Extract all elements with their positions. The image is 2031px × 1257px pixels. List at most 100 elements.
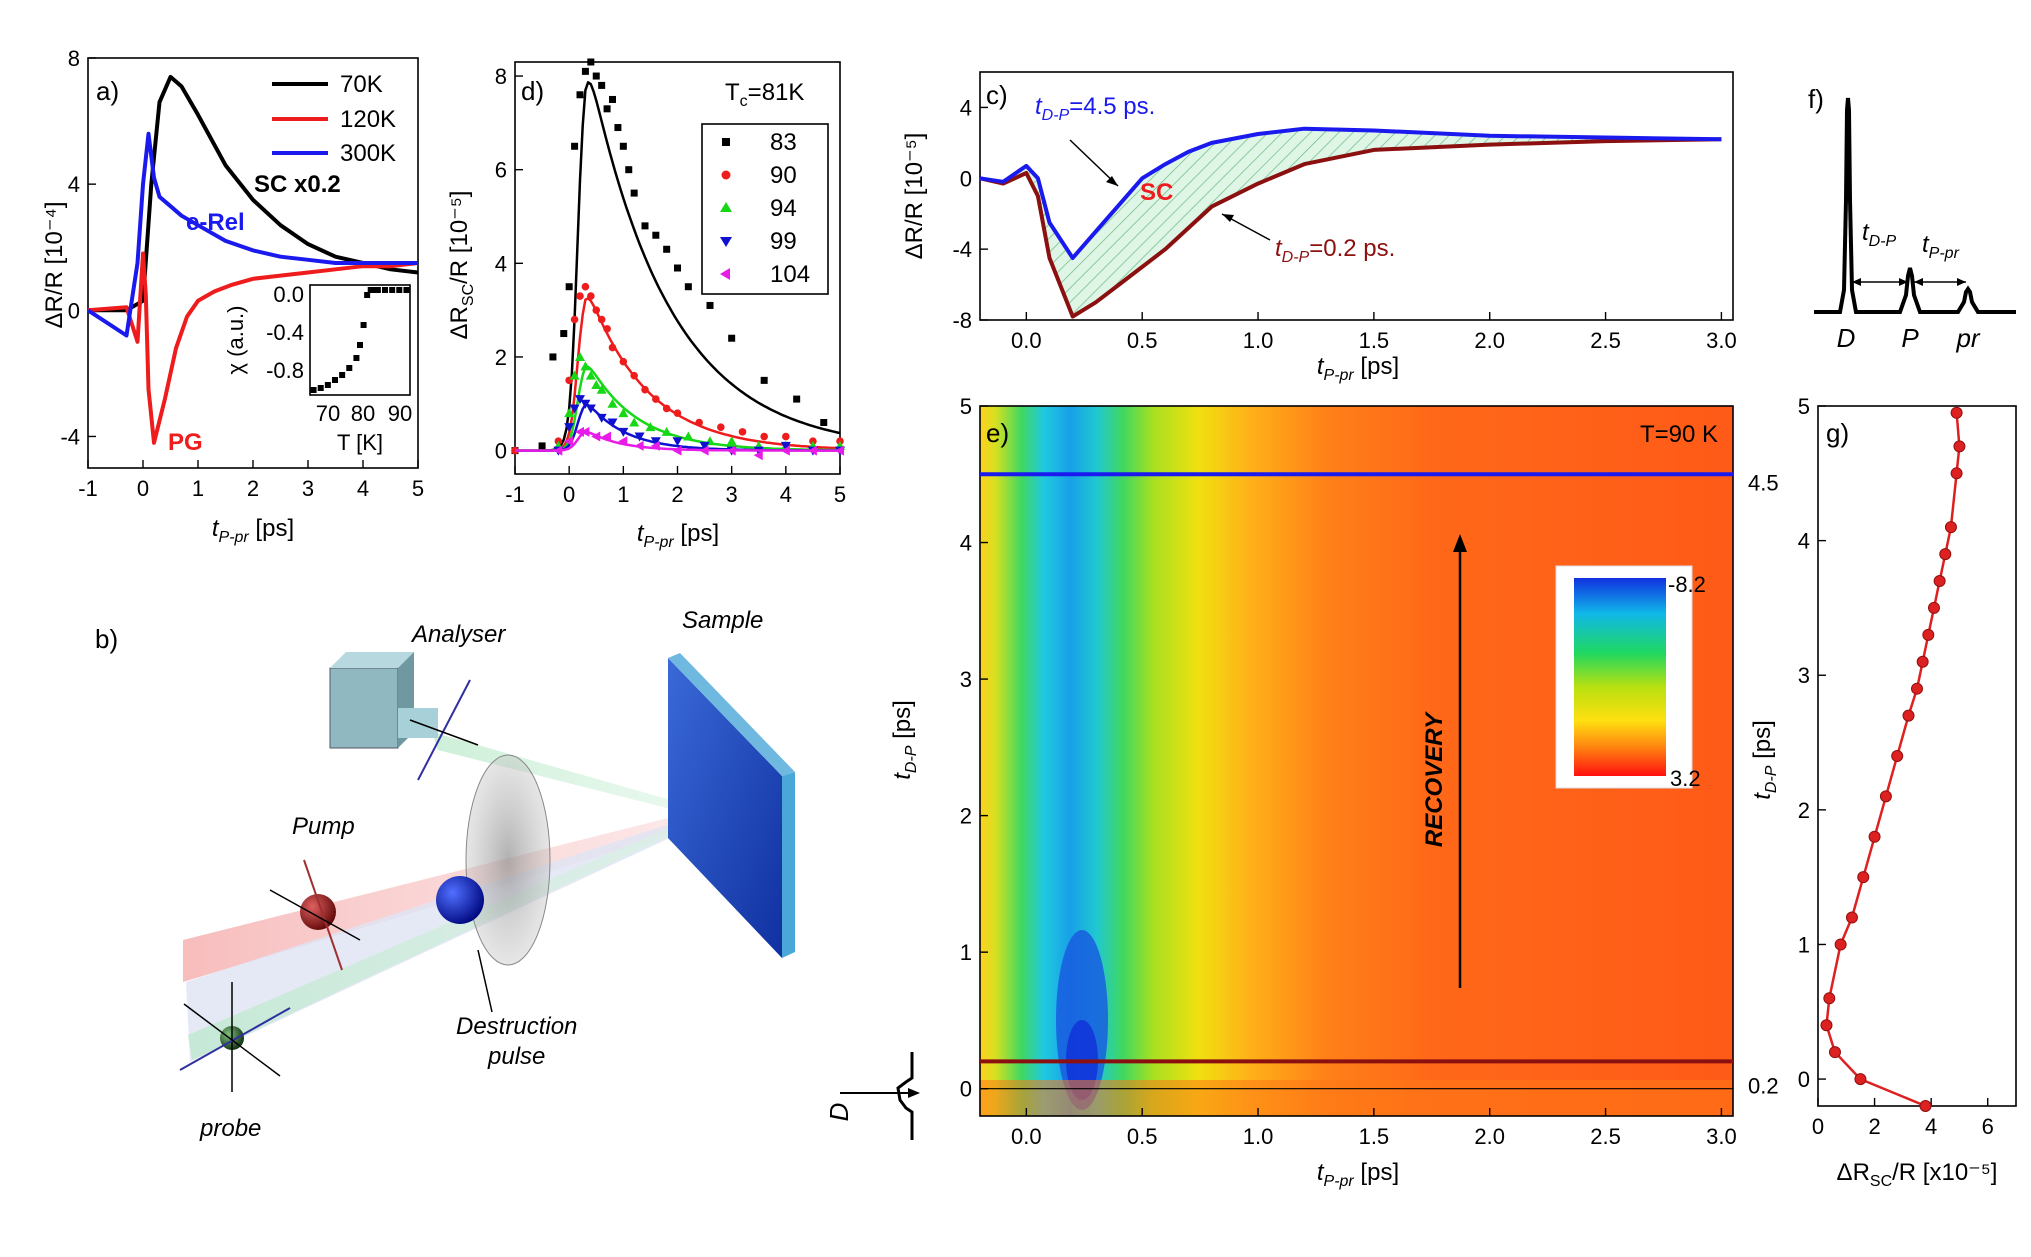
panel-d-xticks: -1 0 1 2 3 4 5 — [505, 466, 846, 507]
panel-e: e) T=90 K 0.0 0.5 1.0 1.5 2.0 2.5 3.0 0 1 2 3 4 5 4… — [824, 394, 1779, 1190]
legend-marker-99 — [720, 237, 732, 247]
legend-label-90: 90 — [770, 162, 797, 189]
point-99 — [575, 395, 585, 405]
d-marker-label: D — [824, 1103, 854, 1122]
peak-pr: pr — [1955, 323, 1980, 353]
heatmap-bottom-band — [980, 1080, 1733, 1116]
data-point — [1919, 1100, 1932, 1112]
panel-g-frame — [1817, 405, 2017, 1107]
g-xtick-label-2: 4 — [1925, 1114, 1937, 1139]
panel-a: a) -1 0 1 2 3 4 5 -4 0 4 8 ΔR/R [10⁻⁴] tP-pr [ps]… — [41, 46, 424, 546]
legend-label-300k: 300K — [340, 140, 396, 167]
inset-point — [389, 287, 396, 293]
point-90 — [662, 404, 671, 413]
point-99 — [699, 441, 710, 451]
label-pulse: pulse — [487, 1043, 545, 1070]
panel-a-label: a) — [96, 76, 119, 106]
point-99 — [607, 418, 618, 428]
inset-frame — [309, 284, 411, 396]
point-83 — [663, 245, 671, 253]
label-destruction: Destruction — [456, 1013, 577, 1040]
point-99 — [780, 441, 791, 451]
panel-c-yticks: -8 -4 0 4 — [952, 95, 988, 333]
inset-point — [382, 287, 388, 293]
point-90 — [608, 343, 617, 352]
point-104 — [575, 426, 584, 437]
point-104 — [807, 445, 817, 456]
point-104 — [602, 431, 612, 442]
panel-d: d) Tc=81K -1 0 1 2 3 4 5 0 2 4 6 8 ΔRSC/R [10⁻⁵] t… — [446, 58, 846, 551]
series-120K — [87, 251, 419, 445]
point-83 — [609, 95, 616, 103]
line-label-02: 0.2 — [1748, 1073, 1779, 1098]
point-83 — [560, 330, 568, 338]
annotation-pg: PG — [168, 429, 203, 456]
point-99 — [564, 423, 575, 433]
label-probe: probe — [199, 1115, 261, 1142]
panel-d-tc: Tc=81K — [725, 79, 804, 110]
point-99 — [585, 404, 596, 414]
c-ytick-label-2: 0 — [960, 166, 972, 191]
panel-e-yticks: 0 1 2 3 4 5 — [960, 394, 988, 1102]
point-99 — [580, 399, 591, 409]
legend-marker-83 — [722, 138, 730, 146]
point-99 — [672, 437, 683, 447]
pump-axis — [269, 889, 361, 941]
inset-ytick-0: 0.0 — [273, 282, 304, 307]
data-point — [1911, 682, 1923, 695]
data-point — [1950, 406, 1963, 419]
point-90 — [592, 306, 601, 314]
g-ytick-label-0: 0 — [1798, 1067, 1810, 1092]
point-83 — [820, 419, 828, 426]
legend-marker-90 — [721, 170, 731, 180]
inset-point — [396, 287, 403, 293]
g-ytick-label-5: 5 — [1798, 394, 1810, 419]
legend-label-99: 99 — [770, 228, 797, 255]
inset-xlabel: T [K] — [337, 430, 383, 455]
point-90 — [717, 423, 725, 431]
data-point — [1933, 575, 1946, 587]
e-xtick-label-0: 0.0 — [1011, 1124, 1042, 1149]
panel-a-ylabel: ΔR/R [10⁻⁴] — [41, 201, 68, 328]
data-point — [1902, 709, 1915, 722]
data-point — [1823, 992, 1836, 1005]
e-ytick-label-4: 4 — [960, 531, 972, 556]
point-83 — [641, 222, 649, 230]
legend-label-83: 83 — [770, 129, 797, 156]
panel-c-hatched-area — [980, 128, 1722, 317]
point-104 — [591, 431, 601, 442]
point-83 — [728, 334, 736, 342]
panel-e-xticks: 0.0 0.5 1.0 1.5 2.0 2.5 3.0 — [1011, 1108, 1737, 1149]
point-90 — [673, 409, 682, 417]
point-90 — [581, 282, 590, 291]
inset-point — [364, 292, 371, 298]
inset-series — [310, 287, 410, 393]
series-70K — [88, 74, 419, 313]
point-83 — [571, 142, 579, 150]
point-83 — [614, 124, 622, 132]
legend-label-70k: 70K — [340, 71, 383, 98]
point-83 — [625, 166, 633, 174]
probe-polarization — [179, 1007, 291, 1071]
point-83 — [684, 283, 692, 291]
e-xtick-label-2: 1.0 — [1243, 1124, 1274, 1149]
point-83 — [603, 105, 611, 113]
annotation-tdp-02: tD-P=0.2 ps. — [1275, 235, 1395, 266]
point-99 — [650, 437, 661, 447]
point-104 — [726, 445, 736, 456]
a-xtick-label-3: 2 — [247, 476, 259, 501]
legend-label-104: 104 — [770, 261, 810, 288]
analyser-axis — [409, 719, 479, 746]
series-tdp-02 — [979, 137, 1722, 319]
d-ytick-label-0: 0 — [495, 439, 507, 464]
point-104 — [753, 450, 763, 461]
e-ytick-label-3: 3 — [960, 667, 972, 692]
e-ytick-label-1: 1 — [960, 940, 972, 965]
point-90 — [619, 357, 628, 366]
e-ytick-label-2: 2 — [960, 804, 972, 829]
panel-g-label: g) — [1826, 418, 1849, 448]
point-94 — [726, 436, 737, 446]
data-point — [1944, 521, 1957, 534]
panel-g-ylabel: tD-P [ps] — [1749, 720, 1780, 800]
legend-label-94: 94 — [770, 195, 797, 222]
